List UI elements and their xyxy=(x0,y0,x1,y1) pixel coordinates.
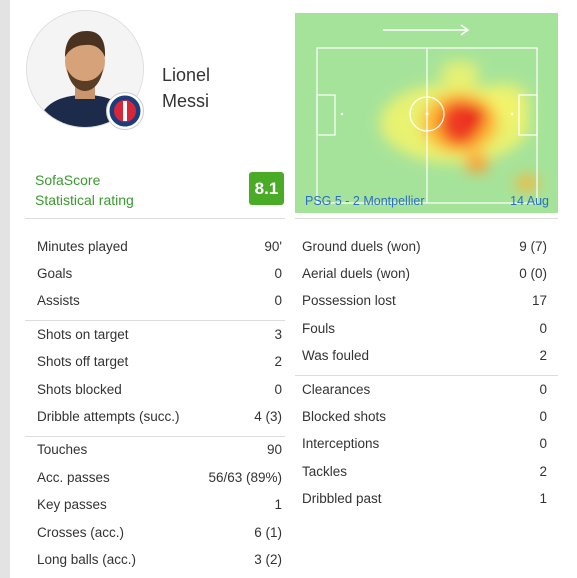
background-window-edge xyxy=(0,0,10,578)
heatmap-caption: PSG 5 - 2 Montpellier 14 Aug xyxy=(305,194,549,208)
stat-value: 6 (1) xyxy=(254,524,282,540)
stat-row: Shots blocked 0 xyxy=(37,379,282,399)
stat-label: Minutes played xyxy=(37,238,128,254)
stat-label: Goals xyxy=(37,265,73,281)
stat-label: Interceptions xyxy=(302,436,380,452)
stat-value: 56/63 (89%) xyxy=(208,469,282,485)
stat-label: Shots off target xyxy=(37,354,129,370)
stat-row: Shots on target 3 xyxy=(37,324,282,344)
stat-value: 0 (0) xyxy=(519,265,547,281)
stat-row: Tackles 2 xyxy=(302,461,547,481)
match-date: 14 Aug xyxy=(510,194,549,208)
stat-label: Fouls xyxy=(302,320,336,336)
rating-label-line2: Statistical rating xyxy=(35,192,134,208)
stat-row: Assists 0 xyxy=(37,291,282,311)
stat-row: Possession lost 17 xyxy=(302,291,547,311)
rating-badge: 8.1 xyxy=(249,172,284,205)
group-divider xyxy=(25,320,285,322)
stat-value: 2 xyxy=(539,348,547,364)
header-divider-left xyxy=(25,218,285,219)
stat-value: 4 (3) xyxy=(254,408,282,424)
stat-value: 0 xyxy=(539,436,547,452)
match-score-link[interactable]: PSG 5 - 2 Montpellier xyxy=(305,194,425,208)
stat-row: Dribbled past 1 xyxy=(302,489,547,509)
direction-arrow-icon xyxy=(383,24,470,36)
stat-label: Possession lost xyxy=(302,293,396,309)
rating-label-line1: SofaScore xyxy=(35,172,101,188)
stat-value: 90 xyxy=(266,442,282,458)
header-divider-right xyxy=(295,218,558,219)
stat-label: Dribble attempts (succ.) xyxy=(37,408,180,424)
stat-row: Minutes played 90' xyxy=(37,236,282,256)
stat-row: Clearances 0 xyxy=(302,379,547,399)
stat-row: Ground duels (won) 9 (7) xyxy=(302,236,547,256)
stat-value: 17 xyxy=(531,293,547,309)
stat-value: 0 xyxy=(274,265,282,281)
player-last-name: Messi xyxy=(162,91,210,111)
stat-label: Key passes xyxy=(37,497,107,513)
stat-row: Was fouled 2 xyxy=(302,346,547,366)
heatmap-pitch xyxy=(316,24,539,204)
stat-row: Fouls 0 xyxy=(302,318,547,338)
player-first-name: Lionel xyxy=(162,65,211,85)
stat-label: Dribbled past xyxy=(302,491,382,507)
stat-value: 1 xyxy=(274,497,282,513)
stat-value: 1 xyxy=(539,491,547,507)
club-badge-icon xyxy=(106,92,144,130)
stat-label: Crosses (acc.) xyxy=(37,524,125,540)
stat-value: 0 xyxy=(539,381,547,397)
stat-row: Long balls (acc.) 3 (2) xyxy=(37,549,282,569)
stat-value: 0 xyxy=(274,293,282,309)
stat-value: 3 xyxy=(274,326,282,342)
group-divider xyxy=(25,435,285,437)
stat-label: Assists xyxy=(37,293,80,309)
stat-value: 90' xyxy=(264,238,282,254)
stat-value: 2 xyxy=(274,354,282,370)
stat-label: Shots blocked xyxy=(37,381,122,397)
stat-label: Shots on target xyxy=(37,326,129,342)
stat-row: Acc. passes 56/63 (89%) xyxy=(37,467,282,487)
stat-row: Blocked shots 0 xyxy=(302,406,547,426)
stat-value: 3 (2) xyxy=(254,551,282,567)
rating-label: SofaScore Statistical rating xyxy=(35,170,134,210)
stat-row: Touches 90 xyxy=(37,440,282,460)
stat-value: 9 (7) xyxy=(519,238,547,254)
stat-row: Dribble attempts (succ.) 4 (3) xyxy=(37,406,282,426)
stat-label: Long balls (acc.) xyxy=(37,551,137,567)
stat-row: Interceptions 0 xyxy=(302,434,547,454)
stat-label: Aerial duels (won) xyxy=(302,265,411,281)
stat-label: Touches xyxy=(37,442,88,458)
stat-label: Was fouled xyxy=(302,348,370,364)
stat-row: Goals 0 xyxy=(37,263,282,283)
stats-column-right: Ground duels (won) 9 (7) Aerial duels (won… xyxy=(295,0,558,578)
stat-label: Tackles xyxy=(302,463,348,479)
stat-label: Blocked shots xyxy=(302,408,387,424)
stat-row: Key passes 1 xyxy=(37,495,282,515)
stat-value: 0 xyxy=(539,320,547,336)
stat-label: Clearances xyxy=(302,381,371,397)
pitch-lines xyxy=(316,47,538,204)
stat-row: Shots off target 2 xyxy=(37,352,282,372)
group-divider xyxy=(295,375,558,376)
stat-label: Ground duels (won) xyxy=(302,238,421,254)
stat-value: 0 xyxy=(539,408,547,424)
stat-label: Acc. passes xyxy=(37,469,110,485)
stats-column-left: Minutes played 90' Goals 0 Assists 0 Shots on … xyxy=(25,0,285,578)
stat-row: Crosses (acc.) 6 (1) xyxy=(37,522,282,542)
heatmap xyxy=(295,13,558,213)
stat-value: 2 xyxy=(539,463,547,479)
stat-value: 0 xyxy=(274,381,282,397)
player-name: Lionel Messi xyxy=(162,62,210,114)
stat-row: Aerial duels (won) 0 (0) xyxy=(302,263,547,283)
